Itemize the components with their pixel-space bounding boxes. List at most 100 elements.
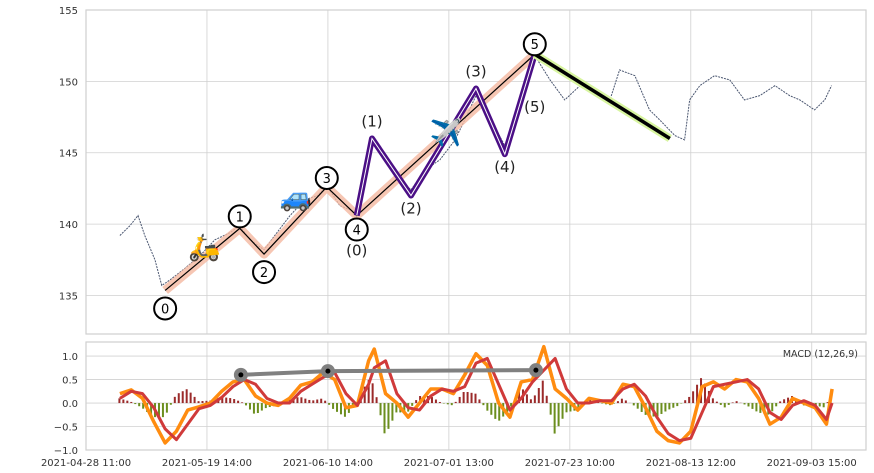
histogram-bar (684, 400, 687, 404)
histogram-bar (494, 403, 497, 419)
histogram-bar (462, 392, 465, 404)
histogram-bar (142, 403, 145, 409)
histogram-bar (391, 403, 394, 421)
histogram-bar (660, 403, 663, 414)
signal-line (119, 356, 834, 443)
histogram-bar (264, 403, 267, 409)
y-tick-label: 135 (59, 291, 78, 302)
histogram-bar (735, 401, 738, 404)
histogram-bar (569, 403, 572, 412)
histogram-bar (771, 403, 774, 412)
histogram-bar (577, 403, 580, 409)
histogram-bar (304, 398, 307, 404)
histogram-bar (328, 403, 331, 405)
histogram-bar (260, 403, 263, 411)
histogram-bar (565, 403, 568, 413)
histogram-bar (177, 393, 180, 404)
sub-wave-label: (0) (346, 242, 367, 260)
histogram-bar (648, 403, 651, 416)
histogram-bar (470, 392, 473, 404)
histogram-bar (134, 403, 137, 405)
histogram-bar (664, 403, 667, 412)
x-tick-label: 2021-09-03 15:00 (767, 458, 857, 469)
histogram-bar (703, 383, 706, 404)
histogram-bar (537, 388, 540, 404)
histogram-bar (636, 403, 639, 409)
histogram-bar (640, 403, 643, 412)
histogram-bar (225, 397, 228, 404)
histogram-bar (779, 401, 782, 404)
histogram-bar (822, 403, 825, 408)
histogram-bar (561, 403, 564, 419)
histogram-bar (241, 402, 244, 404)
y-tick-label: 140 (59, 220, 78, 231)
airplane-emoji-icon: ✈️ (430, 117, 462, 149)
histogram-bar (676, 403, 679, 407)
histogram-bar (185, 389, 188, 404)
histogram-bar (312, 400, 315, 404)
wave-label-circle (227, 204, 252, 229)
macd-y-tick-label: −1.0 (54, 446, 78, 457)
histogram-bar (403, 403, 406, 413)
histogram-bar (818, 403, 821, 407)
histogram-bar (308, 399, 311, 404)
wave-label-circle (344, 217, 369, 242)
histogram-bar (656, 403, 659, 417)
histogram-bar (118, 398, 121, 404)
histogram-bar (324, 400, 327, 404)
macd-frame (85, 341, 867, 451)
histogram-bar (446, 403, 449, 405)
histogram-bar (755, 403, 758, 412)
histogram-bar (339, 403, 342, 415)
scooter-emoji-icon: 🛵 (188, 233, 220, 263)
divergence-point-center (533, 367, 539, 373)
sub-wave-label: (4) (494, 158, 515, 176)
histogram-bar (783, 399, 786, 404)
histogram-bar (727, 403, 730, 405)
histogram-bar (715, 401, 718, 404)
wave-label-circle (522, 32, 547, 57)
histogram-bar (696, 384, 699, 404)
histogram-bar (415, 400, 418, 404)
histogram-bar (122, 399, 125, 404)
histogram-bar (688, 396, 691, 404)
histogram-bar (157, 403, 160, 418)
sub-wave-label: (3) (465, 63, 486, 81)
histogram-bar (161, 403, 164, 418)
histogram-bar (130, 401, 133, 404)
histogram-bar (549, 403, 552, 415)
histogram-bar (557, 403, 560, 427)
histogram-bar (541, 380, 544, 404)
histogram-bar (672, 403, 675, 408)
histogram-bar (612, 403, 615, 404)
histogram-bar (343, 403, 346, 417)
wave-label-circle (314, 165, 339, 190)
divergence-point-center (325, 368, 331, 374)
histogram-bar (533, 395, 536, 404)
macd-title: MACD (12,26,9) (783, 349, 858, 360)
histogram-bar (173, 396, 176, 404)
histogram-bar (597, 402, 600, 404)
histogram-bar (632, 403, 635, 406)
histogram-bar (751, 403, 754, 409)
histogram-bar (454, 401, 457, 404)
divergence-point-center (238, 372, 244, 378)
histogram-bar (747, 403, 750, 407)
histogram-bar (605, 403, 608, 405)
wave-label: 0 (161, 302, 169, 317)
histogram-bar (189, 392, 192, 404)
wave-label: 4 (353, 224, 361, 239)
histogram-bar (553, 403, 556, 434)
histogram-bar (518, 390, 521, 404)
price-line (119, 54, 832, 287)
macd-plot (118, 344, 834, 445)
primary-wave-line (164, 53, 536, 291)
histogram-bar (434, 399, 437, 404)
histogram-bar (775, 403, 778, 407)
histogram-bar (193, 396, 196, 404)
histogram-bar (719, 403, 722, 405)
histogram-bar (474, 393, 477, 404)
histogram-bar (296, 397, 299, 404)
price-plot: 0 1 2 3 4 5 (0) (1) (2) (3) (4) (5) 🛵 🚙 ✈️ (119, 32, 832, 321)
